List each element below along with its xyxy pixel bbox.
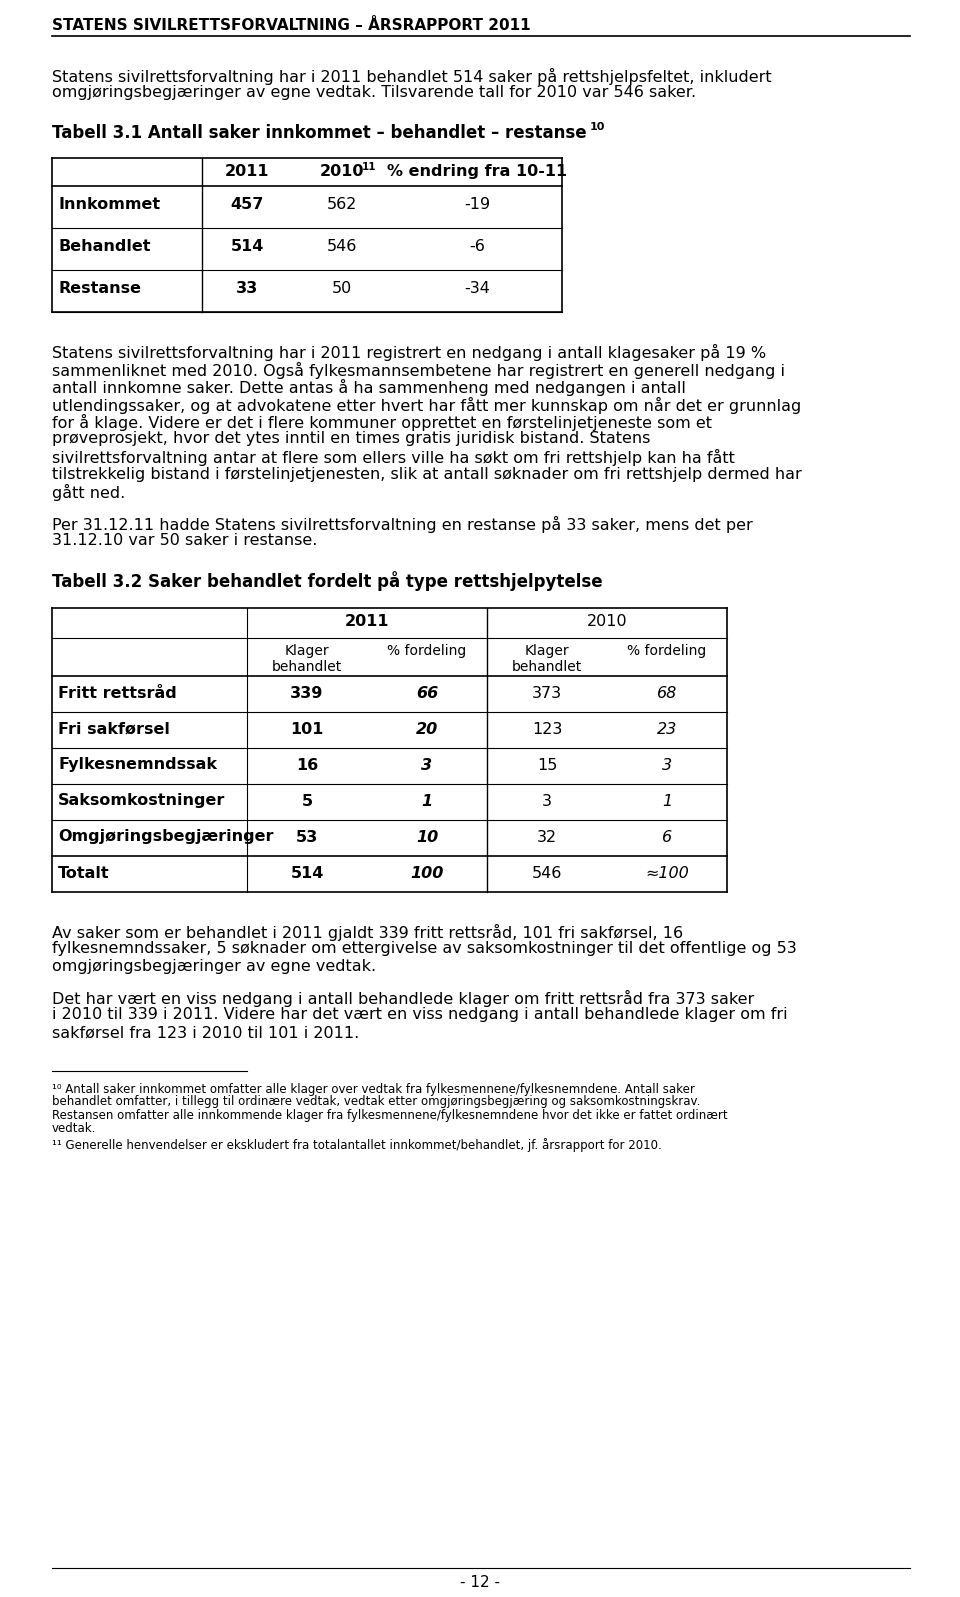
Text: Statens sivilrettsforvaltning har i 2011 behandlet 514 saker på rettshjelpsfelte: Statens sivilrettsforvaltning har i 2011… [52, 69, 772, 85]
Text: 101: 101 [290, 722, 324, 736]
Text: Av saker som er behandlet i 2011 gjaldt 339 fritt rettsråd, 101 fri sakførsel, 1: Av saker som er behandlet i 2011 gjaldt … [52, 923, 684, 941]
Text: 50: 50 [332, 281, 352, 295]
Text: 10: 10 [416, 829, 438, 845]
Text: 15: 15 [537, 757, 557, 773]
Text: 2010: 2010 [320, 164, 364, 179]
Text: 1: 1 [421, 794, 433, 808]
Text: 2011: 2011 [345, 615, 389, 629]
Text: 6: 6 [662, 829, 672, 845]
Text: behandlet omfatter, i tillegg til ordinære vedtak, vedtak etter omgjøringsbegjær: behandlet omfatter, i tillegg til ordinæ… [52, 1096, 701, 1108]
Text: prøveprosjekt, hvor det ytes inntil en times gratis juridisk bistand. Statens: prøveprosjekt, hvor det ytes inntil en t… [52, 431, 650, 447]
Text: Per 31.12.11 hadde Statens sivilrettsforvaltning en restanse på 33 saker, mens d: Per 31.12.11 hadde Statens sivilrettsfor… [52, 516, 753, 532]
Text: 546: 546 [532, 866, 563, 880]
Text: Fritt rettsråd: Fritt rettsråd [58, 685, 177, 701]
Text: sivilrettsforvaltning antar at flere som ellers ville ha søkt om fri rettshjelp : sivilrettsforvaltning antar at flere som… [52, 449, 734, 466]
Text: 20: 20 [416, 722, 438, 736]
Text: 339: 339 [290, 685, 324, 701]
Text: i 2010 til 339 i 2011. Videre har det vært en viss nedgang i antall behandlede k: i 2010 til 339 i 2011. Videre har det væ… [52, 1008, 787, 1022]
Text: Klager
behandlet: Klager behandlet [512, 644, 582, 674]
Text: omgjøringsbegjæringer av egne vedtak. Tilsvarende tall for 2010 var 546 saker.: omgjøringsbegjæringer av egne vedtak. Ti… [52, 86, 696, 101]
Text: 457: 457 [230, 196, 264, 212]
Text: 546: 546 [326, 240, 357, 254]
Text: 68: 68 [657, 685, 677, 701]
Text: Statens sivilrettsforvaltning har i 2011 registrert en nedgang i antall klagesak: Statens sivilrettsforvaltning har i 2011… [52, 343, 766, 361]
Text: sammenliknet med 2010. Også fylkesmannsembetene har registrert en generell nedga: sammenliknet med 2010. Også fylkesmannse… [52, 361, 785, 378]
Text: vedtak.: vedtak. [52, 1121, 96, 1134]
Text: Behandlet: Behandlet [58, 240, 151, 254]
Text: 32: 32 [537, 829, 557, 845]
Text: % fordeling: % fordeling [628, 644, 707, 658]
Text: Fri sakførsel: Fri sakførsel [58, 722, 170, 736]
Text: 53: 53 [296, 829, 318, 845]
Text: 2011: 2011 [225, 164, 269, 179]
Text: 3: 3 [421, 757, 433, 773]
Text: 3: 3 [542, 794, 552, 808]
Text: tilstrekkelig bistand i førstelinjetjenesten, slik at antall søknader om fri ret: tilstrekkelig bistand i førstelinjetjene… [52, 466, 802, 482]
Text: Totalt: Totalt [58, 866, 109, 880]
Text: 2010: 2010 [587, 615, 627, 629]
Text: 123: 123 [532, 722, 563, 736]
Text: Klager
behandlet: Klager behandlet [272, 644, 342, 674]
Text: 514: 514 [230, 240, 264, 254]
Text: Restansen omfatter alle innkommende klager fra fylkesmennene/fylkesnemndene hvor: Restansen omfatter alle innkommende klag… [52, 1108, 728, 1121]
Text: 5: 5 [301, 794, 313, 808]
Text: % endring fra 10-11: % endring fra 10-11 [387, 164, 567, 179]
Text: for å klage. Videre er det i flere kommuner opprettet en førstelinjetjeneste som: for å klage. Videre er det i flere kommu… [52, 414, 712, 431]
Text: fylkesnemndssaker, 5 søknader om ettergivelse av saksomkostninger til det offent: fylkesnemndssaker, 5 søknader om ettergi… [52, 941, 797, 957]
Text: 514: 514 [290, 866, 324, 880]
Text: sakførsel fra 123 i 2010 til 101 i 2011.: sakførsel fra 123 i 2010 til 101 i 2011. [52, 1025, 359, 1040]
Text: Fylkesnemndssak: Fylkesnemndssak [58, 757, 217, 773]
Text: Restanse: Restanse [58, 281, 141, 295]
Text: 100: 100 [410, 866, 444, 880]
Text: 11: 11 [362, 161, 376, 172]
Text: 1: 1 [662, 794, 672, 808]
Text: antall innkomne saker. Dette antas å ha sammenheng med nedgangen i antall: antall innkomne saker. Dette antas å ha … [52, 378, 685, 396]
Text: omgjøringsbegjæringer av egne vedtak.: omgjøringsbegjæringer av egne vedtak. [52, 958, 376, 974]
Text: 66: 66 [416, 685, 438, 701]
Text: -6: -6 [469, 240, 485, 254]
Text: gått ned.: gått ned. [52, 484, 125, 501]
Text: 31.12.10 var 50 saker i restanse.: 31.12.10 var 50 saker i restanse. [52, 533, 318, 548]
Text: Det har vært en viss nedgang i antall behandlede klager om fritt rettsråd fra 37: Det har vært en viss nedgang i antall be… [52, 990, 755, 1008]
Text: 33: 33 [236, 281, 258, 295]
Text: Tabell 3.1 Antall saker innkommet – behandlet – restanse: Tabell 3.1 Antall saker innkommet – beha… [52, 125, 587, 142]
Text: 562: 562 [326, 196, 357, 212]
Text: 23: 23 [657, 722, 677, 736]
Text: Saksomkostninger: Saksomkostninger [58, 794, 226, 808]
Text: -19: -19 [464, 196, 490, 212]
Text: ≈100: ≈100 [645, 866, 689, 880]
Text: ¹⁰ Antall saker innkommet omfatter alle klager over vedtak fra fylkesmennene/fyl: ¹⁰ Antall saker innkommet omfatter alle … [52, 1083, 695, 1096]
Text: utlendingssaker, og at advokatene etter hvert har fått mer kunnskap om når det e: utlendingssaker, og at advokatene etter … [52, 396, 802, 414]
Text: 16: 16 [296, 757, 318, 773]
Text: % fordeling: % fordeling [388, 644, 467, 658]
Text: Tabell 3.2 Saker behandlet fordelt på type rettshjelpytelse: Tabell 3.2 Saker behandlet fordelt på ty… [52, 572, 603, 591]
Text: 10: 10 [590, 121, 606, 133]
Text: 3: 3 [662, 757, 672, 773]
Text: - 12 -: - 12 - [460, 1575, 500, 1591]
Text: Innkommet: Innkommet [58, 196, 160, 212]
Text: Omgjøringsbegjæringer: Omgjøringsbegjæringer [58, 829, 274, 845]
Text: STATENS SIVILRETTSFORVALTNING – ÅRSRAPPORT 2011: STATENS SIVILRETTSFORVALTNING – ÅRSRAPPO… [52, 18, 531, 34]
Text: 373: 373 [532, 685, 562, 701]
Text: ¹¹ Generelle henvendelser er ekskludert fra totalantallet innkommet/behandlet, j: ¹¹ Generelle henvendelser er ekskludert … [52, 1139, 661, 1153]
Text: -34: -34 [464, 281, 490, 295]
